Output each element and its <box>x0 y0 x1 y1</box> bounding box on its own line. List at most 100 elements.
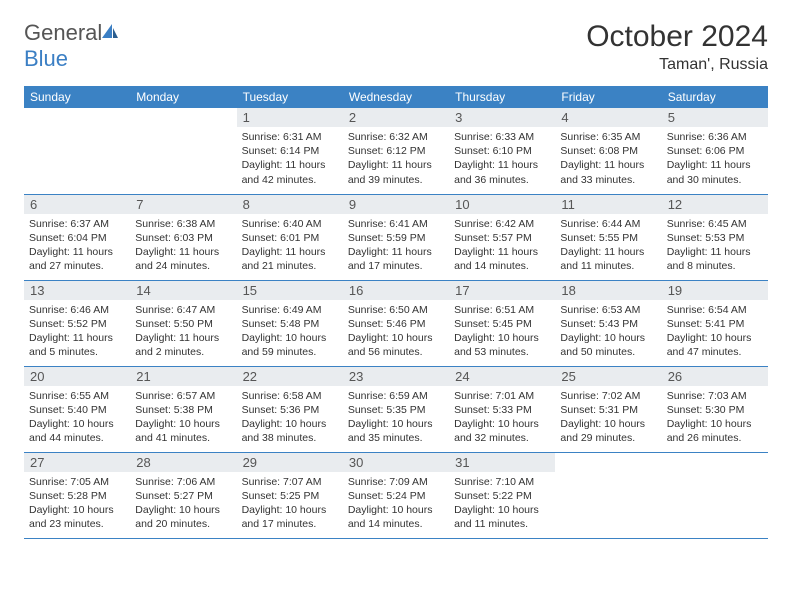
day-body: Sunrise: 6:47 AMSunset: 5:50 PMDaylight:… <box>130 300 236 364</box>
day-number: 26 <box>662 367 768 386</box>
day-body: Sunrise: 6:58 AMSunset: 5:36 PMDaylight:… <box>237 386 343 450</box>
day-number: 5 <box>662 108 768 127</box>
day-body: Sunrise: 6:40 AMSunset: 6:01 PMDaylight:… <box>237 214 343 278</box>
calendar-cell: 23Sunrise: 6:59 AMSunset: 5:35 PMDayligh… <box>343 366 449 452</box>
header: General Blue October 2024 Taman', Russia <box>24 20 768 74</box>
day-number: 22 <box>237 367 343 386</box>
title-block: October 2024 Taman', Russia <box>586 20 768 74</box>
calendar-cell: 15Sunrise: 6:49 AMSunset: 5:48 PMDayligh… <box>237 280 343 366</box>
day-number: 12 <box>662 195 768 214</box>
calendar-cell: 3Sunrise: 6:33 AMSunset: 6:10 PMDaylight… <box>449 108 555 194</box>
calendar-cell: 1Sunrise: 6:31 AMSunset: 6:14 PMDaylight… <box>237 108 343 194</box>
day-body: Sunrise: 6:57 AMSunset: 5:38 PMDaylight:… <box>130 386 236 450</box>
calendar-row: 20Sunrise: 6:55 AMSunset: 5:40 PMDayligh… <box>24 366 768 452</box>
day-body: Sunrise: 6:41 AMSunset: 5:59 PMDaylight:… <box>343 214 449 278</box>
day-body: Sunrise: 6:54 AMSunset: 5:41 PMDaylight:… <box>662 300 768 364</box>
day-body: Sunrise: 7:10 AMSunset: 5:22 PMDaylight:… <box>449 472 555 536</box>
calendar-body: ....1Sunrise: 6:31 AMSunset: 6:14 PMDayl… <box>24 108 768 538</box>
calendar-cell: 20Sunrise: 6:55 AMSunset: 5:40 PMDayligh… <box>24 366 130 452</box>
day-number: 23 <box>343 367 449 386</box>
calendar-cell: 10Sunrise: 6:42 AMSunset: 5:57 PMDayligh… <box>449 194 555 280</box>
calendar-row: ....1Sunrise: 6:31 AMSunset: 6:14 PMDayl… <box>24 108 768 194</box>
calendar-table: SundayMondayTuesdayWednesdayThursdayFrid… <box>24 86 768 539</box>
logo-part2: Blue <box>24 46 68 71</box>
day-body: Sunrise: 6:59 AMSunset: 5:35 PMDaylight:… <box>343 386 449 450</box>
day-number: 3 <box>449 108 555 127</box>
calendar-cell: 21Sunrise: 6:57 AMSunset: 5:38 PMDayligh… <box>130 366 236 452</box>
day-number: 9 <box>343 195 449 214</box>
day-body: Sunrise: 6:37 AMSunset: 6:04 PMDaylight:… <box>24 214 130 278</box>
day-number: 20 <box>24 367 130 386</box>
location: Taman', Russia <box>586 56 768 74</box>
calendar-cell: 12Sunrise: 6:45 AMSunset: 5:53 PMDayligh… <box>662 194 768 280</box>
day-number: 17 <box>449 281 555 300</box>
weekday-header: Tuesday <box>237 86 343 108</box>
day-body: Sunrise: 6:38 AMSunset: 6:03 PMDaylight:… <box>130 214 236 278</box>
day-number: 4 <box>555 108 661 127</box>
day-number: 27 <box>24 453 130 472</box>
day-body: Sunrise: 7:01 AMSunset: 5:33 PMDaylight:… <box>449 386 555 450</box>
logo-text: General Blue <box>24 20 120 72</box>
calendar-cell: 14Sunrise: 6:47 AMSunset: 5:50 PMDayligh… <box>130 280 236 366</box>
weekday-header: Friday <box>555 86 661 108</box>
calendar-cell: .. <box>130 108 236 194</box>
calendar-cell: 16Sunrise: 6:50 AMSunset: 5:46 PMDayligh… <box>343 280 449 366</box>
day-body: Sunrise: 6:45 AMSunset: 5:53 PMDaylight:… <box>662 214 768 278</box>
weekday-header: Saturday <box>662 86 768 108</box>
day-body: Sunrise: 7:07 AMSunset: 5:25 PMDaylight:… <box>237 472 343 536</box>
calendar-row: 27Sunrise: 7:05 AMSunset: 5:28 PMDayligh… <box>24 452 768 538</box>
day-body: Sunrise: 6:36 AMSunset: 6:06 PMDaylight:… <box>662 127 768 191</box>
day-body: Sunrise: 7:03 AMSunset: 5:30 PMDaylight:… <box>662 386 768 450</box>
day-number: 7 <box>130 195 236 214</box>
calendar-cell: 13Sunrise: 6:46 AMSunset: 5:52 PMDayligh… <box>24 280 130 366</box>
calendar-cell: 22Sunrise: 6:58 AMSunset: 5:36 PMDayligh… <box>237 366 343 452</box>
day-number: 28 <box>130 453 236 472</box>
calendar-cell: .. <box>555 452 661 538</box>
day-number: 8 <box>237 195 343 214</box>
day-number: 11 <box>555 195 661 214</box>
weekday-header: Sunday <box>24 86 130 108</box>
day-body: Sunrise: 6:49 AMSunset: 5:48 PMDaylight:… <box>237 300 343 364</box>
calendar-cell: 26Sunrise: 7:03 AMSunset: 5:30 PMDayligh… <box>662 366 768 452</box>
day-number: 30 <box>343 453 449 472</box>
calendar-cell: .. <box>662 452 768 538</box>
day-body: Sunrise: 6:44 AMSunset: 5:55 PMDaylight:… <box>555 214 661 278</box>
calendar-cell: 30Sunrise: 7:09 AMSunset: 5:24 PMDayligh… <box>343 452 449 538</box>
day-body: Sunrise: 7:02 AMSunset: 5:31 PMDaylight:… <box>555 386 661 450</box>
day-number: 25 <box>555 367 661 386</box>
calendar-cell: 27Sunrise: 7:05 AMSunset: 5:28 PMDayligh… <box>24 452 130 538</box>
calendar-cell: 2Sunrise: 6:32 AMSunset: 6:12 PMDaylight… <box>343 108 449 194</box>
day-number: 1 <box>237 108 343 127</box>
weekday-header: Thursday <box>449 86 555 108</box>
day-body: Sunrise: 7:06 AMSunset: 5:27 PMDaylight:… <box>130 472 236 536</box>
day-number: 13 <box>24 281 130 300</box>
calendar-cell: 5Sunrise: 6:36 AMSunset: 6:06 PMDaylight… <box>662 108 768 194</box>
day-body: Sunrise: 6:42 AMSunset: 5:57 PMDaylight:… <box>449 214 555 278</box>
day-number: 21 <box>130 367 236 386</box>
logo: General Blue <box>24 20 120 72</box>
day-body: Sunrise: 6:35 AMSunset: 6:08 PMDaylight:… <box>555 127 661 191</box>
day-body: Sunrise: 6:50 AMSunset: 5:46 PMDaylight:… <box>343 300 449 364</box>
logo-part1: General <box>24 20 102 45</box>
day-number: 29 <box>237 453 343 472</box>
calendar-cell: 25Sunrise: 7:02 AMSunset: 5:31 PMDayligh… <box>555 366 661 452</box>
calendar-cell: 6Sunrise: 6:37 AMSunset: 6:04 PMDaylight… <box>24 194 130 280</box>
calendar-cell: 19Sunrise: 6:54 AMSunset: 5:41 PMDayligh… <box>662 280 768 366</box>
day-body: Sunrise: 6:55 AMSunset: 5:40 PMDaylight:… <box>24 386 130 450</box>
day-body: Sunrise: 6:46 AMSunset: 5:52 PMDaylight:… <box>24 300 130 364</box>
weekday-header: Monday <box>130 86 236 108</box>
day-body: Sunrise: 6:53 AMSunset: 5:43 PMDaylight:… <box>555 300 661 364</box>
day-number: 19 <box>662 281 768 300</box>
calendar-row: 13Sunrise: 6:46 AMSunset: 5:52 PMDayligh… <box>24 280 768 366</box>
day-body: Sunrise: 7:05 AMSunset: 5:28 PMDaylight:… <box>24 472 130 536</box>
day-number: 16 <box>343 281 449 300</box>
weekday-header: Wednesday <box>343 86 449 108</box>
calendar-cell: .. <box>24 108 130 194</box>
month-title: October 2024 <box>586 20 768 54</box>
calendar-cell: 4Sunrise: 6:35 AMSunset: 6:08 PMDaylight… <box>555 108 661 194</box>
day-number: 10 <box>449 195 555 214</box>
calendar-cell: 8Sunrise: 6:40 AMSunset: 6:01 PMDaylight… <box>237 194 343 280</box>
calendar-row: 6Sunrise: 6:37 AMSunset: 6:04 PMDaylight… <box>24 194 768 280</box>
calendar-cell: 29Sunrise: 7:07 AMSunset: 5:25 PMDayligh… <box>237 452 343 538</box>
calendar-cell: 24Sunrise: 7:01 AMSunset: 5:33 PMDayligh… <box>449 366 555 452</box>
